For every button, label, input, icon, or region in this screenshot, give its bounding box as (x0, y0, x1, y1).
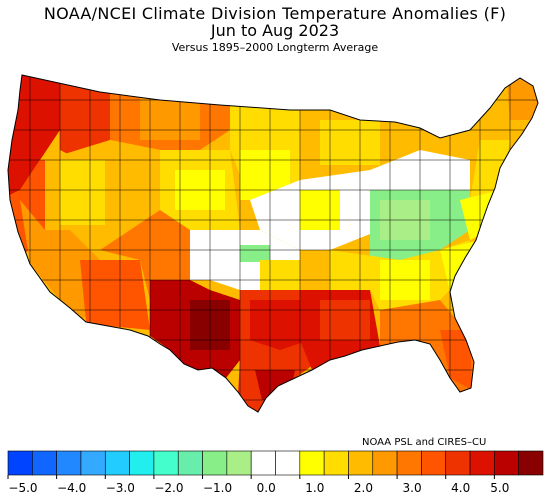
colorbar-swatch (153, 450, 179, 476)
colorbar-tick-label: −3.0 (106, 481, 135, 495)
colorbar-tick-label: 4.0 (451, 481, 470, 495)
map-period: Jun to Aug 2023 (210, 21, 340, 40)
colorbar-swatch (299, 450, 325, 476)
colorbar-tick-label: 5.0 (490, 481, 509, 495)
colorbar-swatch (396, 450, 422, 476)
map-title: NOAA/NCEI Climate Division Temperature A… (43, 4, 507, 23)
us-climate-division-map (7, 74, 539, 413)
data-credit: NOAA PSL and CIRES–CU (362, 437, 487, 448)
map-baseline: Versus 1895–2000 Longterm Average (171, 41, 379, 54)
colorbar-swatch (372, 450, 398, 476)
colorbar-swatch (177, 450, 203, 476)
colorbar-swatch (469, 450, 495, 476)
colorbar-swatch (445, 450, 471, 476)
colorbar-swatch (323, 450, 349, 476)
colorbar-tick-label: −4.0 (57, 481, 86, 495)
colorbar-swatch (518, 450, 544, 476)
colorbar-swatch (275, 450, 301, 476)
colorbar-tick-label: 0.0 (257, 481, 276, 495)
colorbar-swatch (494, 450, 519, 476)
colorbar-tick-label: 1.0 (305, 481, 324, 495)
colorbar-swatch (7, 450, 33, 476)
colorbar-swatch (32, 450, 57, 476)
colorbar-swatch (348, 450, 374, 476)
colorbar-swatch (226, 450, 252, 476)
colorbar-tick-label: −2.0 (154, 481, 183, 495)
colorbar-swatch (104, 450, 130, 476)
colorbar-tick-label: −5.0 (8, 481, 37, 495)
colorbar-swatch (202, 450, 228, 476)
colorbar-swatch (421, 450, 447, 476)
colorbar-tick-label: 2.0 (354, 481, 373, 495)
colorbar-swatch (250, 450, 276, 476)
colorbar-swatch (129, 450, 155, 476)
colorbar-swatch (56, 450, 82, 476)
colorbar-swatch (80, 450, 106, 476)
colorbar-tick-label: −1.0 (203, 481, 232, 495)
colorbar-tick-label: 3.0 (403, 481, 422, 495)
